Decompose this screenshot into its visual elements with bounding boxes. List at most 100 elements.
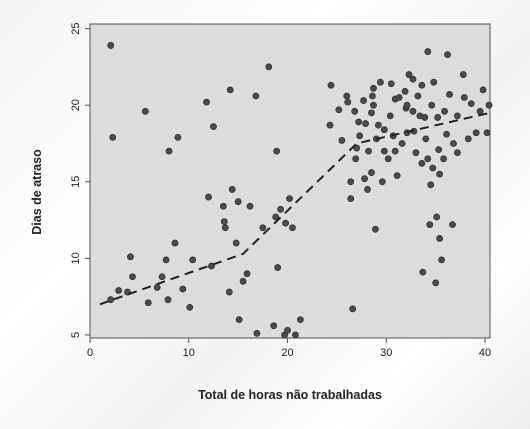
data-point — [335, 106, 343, 114]
data-point — [433, 213, 441, 221]
y-tick-label: 10 — [70, 252, 82, 264]
data-point — [165, 147, 173, 155]
data-point — [326, 121, 334, 129]
data-point — [228, 186, 236, 193]
data-point — [171, 239, 179, 247]
data-point — [443, 130, 450, 138]
data-point — [327, 81, 335, 89]
data-point — [220, 218, 228, 225]
data-point — [109, 133, 117, 141]
y-tick-label: 15 — [70, 176, 82, 188]
data-point — [225, 288, 233, 296]
data-point — [369, 92, 376, 100]
data-point — [378, 178, 386, 186]
data-point — [144, 299, 152, 307]
data-point — [362, 120, 369, 127]
data-point — [164, 296, 172, 304]
data-point — [179, 285, 187, 293]
data-point — [427, 181, 435, 189]
data-point — [419, 268, 427, 276]
data-point — [289, 224, 296, 232]
data-point — [338, 137, 346, 144]
data-point — [472, 129, 480, 137]
data-point — [353, 144, 361, 152]
data-point — [387, 80, 395, 88]
data-point — [274, 264, 282, 271]
data-point — [483, 129, 491, 137]
x-tick-label: 0 — [87, 347, 93, 359]
data-point — [479, 86, 487, 94]
data-point — [107, 296, 115, 304]
data-point — [395, 94, 403, 101]
data-point — [414, 92, 422, 100]
data-point — [129, 273, 136, 281]
data-point — [446, 91, 453, 98]
data-point — [422, 135, 430, 143]
data-point — [347, 178, 355, 186]
data-point — [221, 224, 229, 232]
data-point — [409, 75, 417, 83]
data-point — [374, 121, 382, 129]
data-point — [364, 186, 371, 193]
x-tick-label: 10 — [183, 347, 195, 359]
data-point — [361, 175, 368, 183]
data-point — [272, 213, 280, 221]
data-point — [174, 133, 182, 141]
data-point — [384, 155, 392, 163]
data-point — [426, 221, 434, 229]
data-points — [107, 42, 493, 339]
data-point — [284, 326, 291, 334]
data-point — [219, 202, 227, 210]
plot-area — [89, 23, 491, 339]
data-point — [107, 42, 115, 49]
data-point — [450, 140, 457, 147]
y-axis-title: Dias de atraso — [30, 149, 44, 235]
data-point — [259, 224, 267, 232]
data-point — [418, 159, 426, 167]
data-point — [141, 107, 149, 115]
data-point — [418, 81, 426, 89]
data-point — [189, 256, 197, 264]
data-point — [435, 146, 443, 153]
data-point — [265, 63, 273, 71]
data-point — [368, 169, 375, 176]
data-point — [356, 132, 364, 140]
data-point — [243, 270, 251, 278]
x-axis: 0 10 20 30 40 — [87, 338, 491, 359]
y-tick-label: 20 — [70, 99, 82, 111]
data-point — [405, 71, 413, 78]
x-tick-label: 20 — [281, 347, 293, 359]
data-point — [436, 235, 444, 242]
data-point — [391, 147, 399, 155]
data-point — [467, 100, 475, 108]
data-point — [292, 331, 299, 339]
data-point — [441, 107, 448, 115]
data-point — [432, 279, 440, 287]
data-point — [205, 193, 212, 201]
data-point — [235, 316, 243, 324]
data-point — [162, 256, 170, 264]
data-point — [349, 305, 357, 313]
data-point — [365, 147, 372, 155]
data-point — [239, 277, 247, 285]
y-axis: 5 10 15 20 25 — [70, 22, 90, 338]
data-point — [454, 112, 461, 120]
data-point — [186, 303, 194, 311]
data-point — [485, 101, 493, 109]
data-point — [370, 84, 377, 92]
data-point — [158, 273, 166, 281]
data-point — [429, 164, 437, 172]
x-axis-title: Total de horas não trabalhadas — [198, 388, 382, 402]
data-point — [409, 107, 417, 115]
data-point — [460, 94, 468, 101]
data-point — [368, 109, 375, 117]
data-point — [153, 284, 161, 291]
data-point — [286, 195, 293, 203]
data-point — [355, 118, 363, 126]
data-point — [386, 112, 394, 120]
data-point — [421, 114, 429, 121]
data-point — [234, 198, 242, 206]
data-point — [454, 149, 461, 157]
data-point — [270, 322, 278, 330]
